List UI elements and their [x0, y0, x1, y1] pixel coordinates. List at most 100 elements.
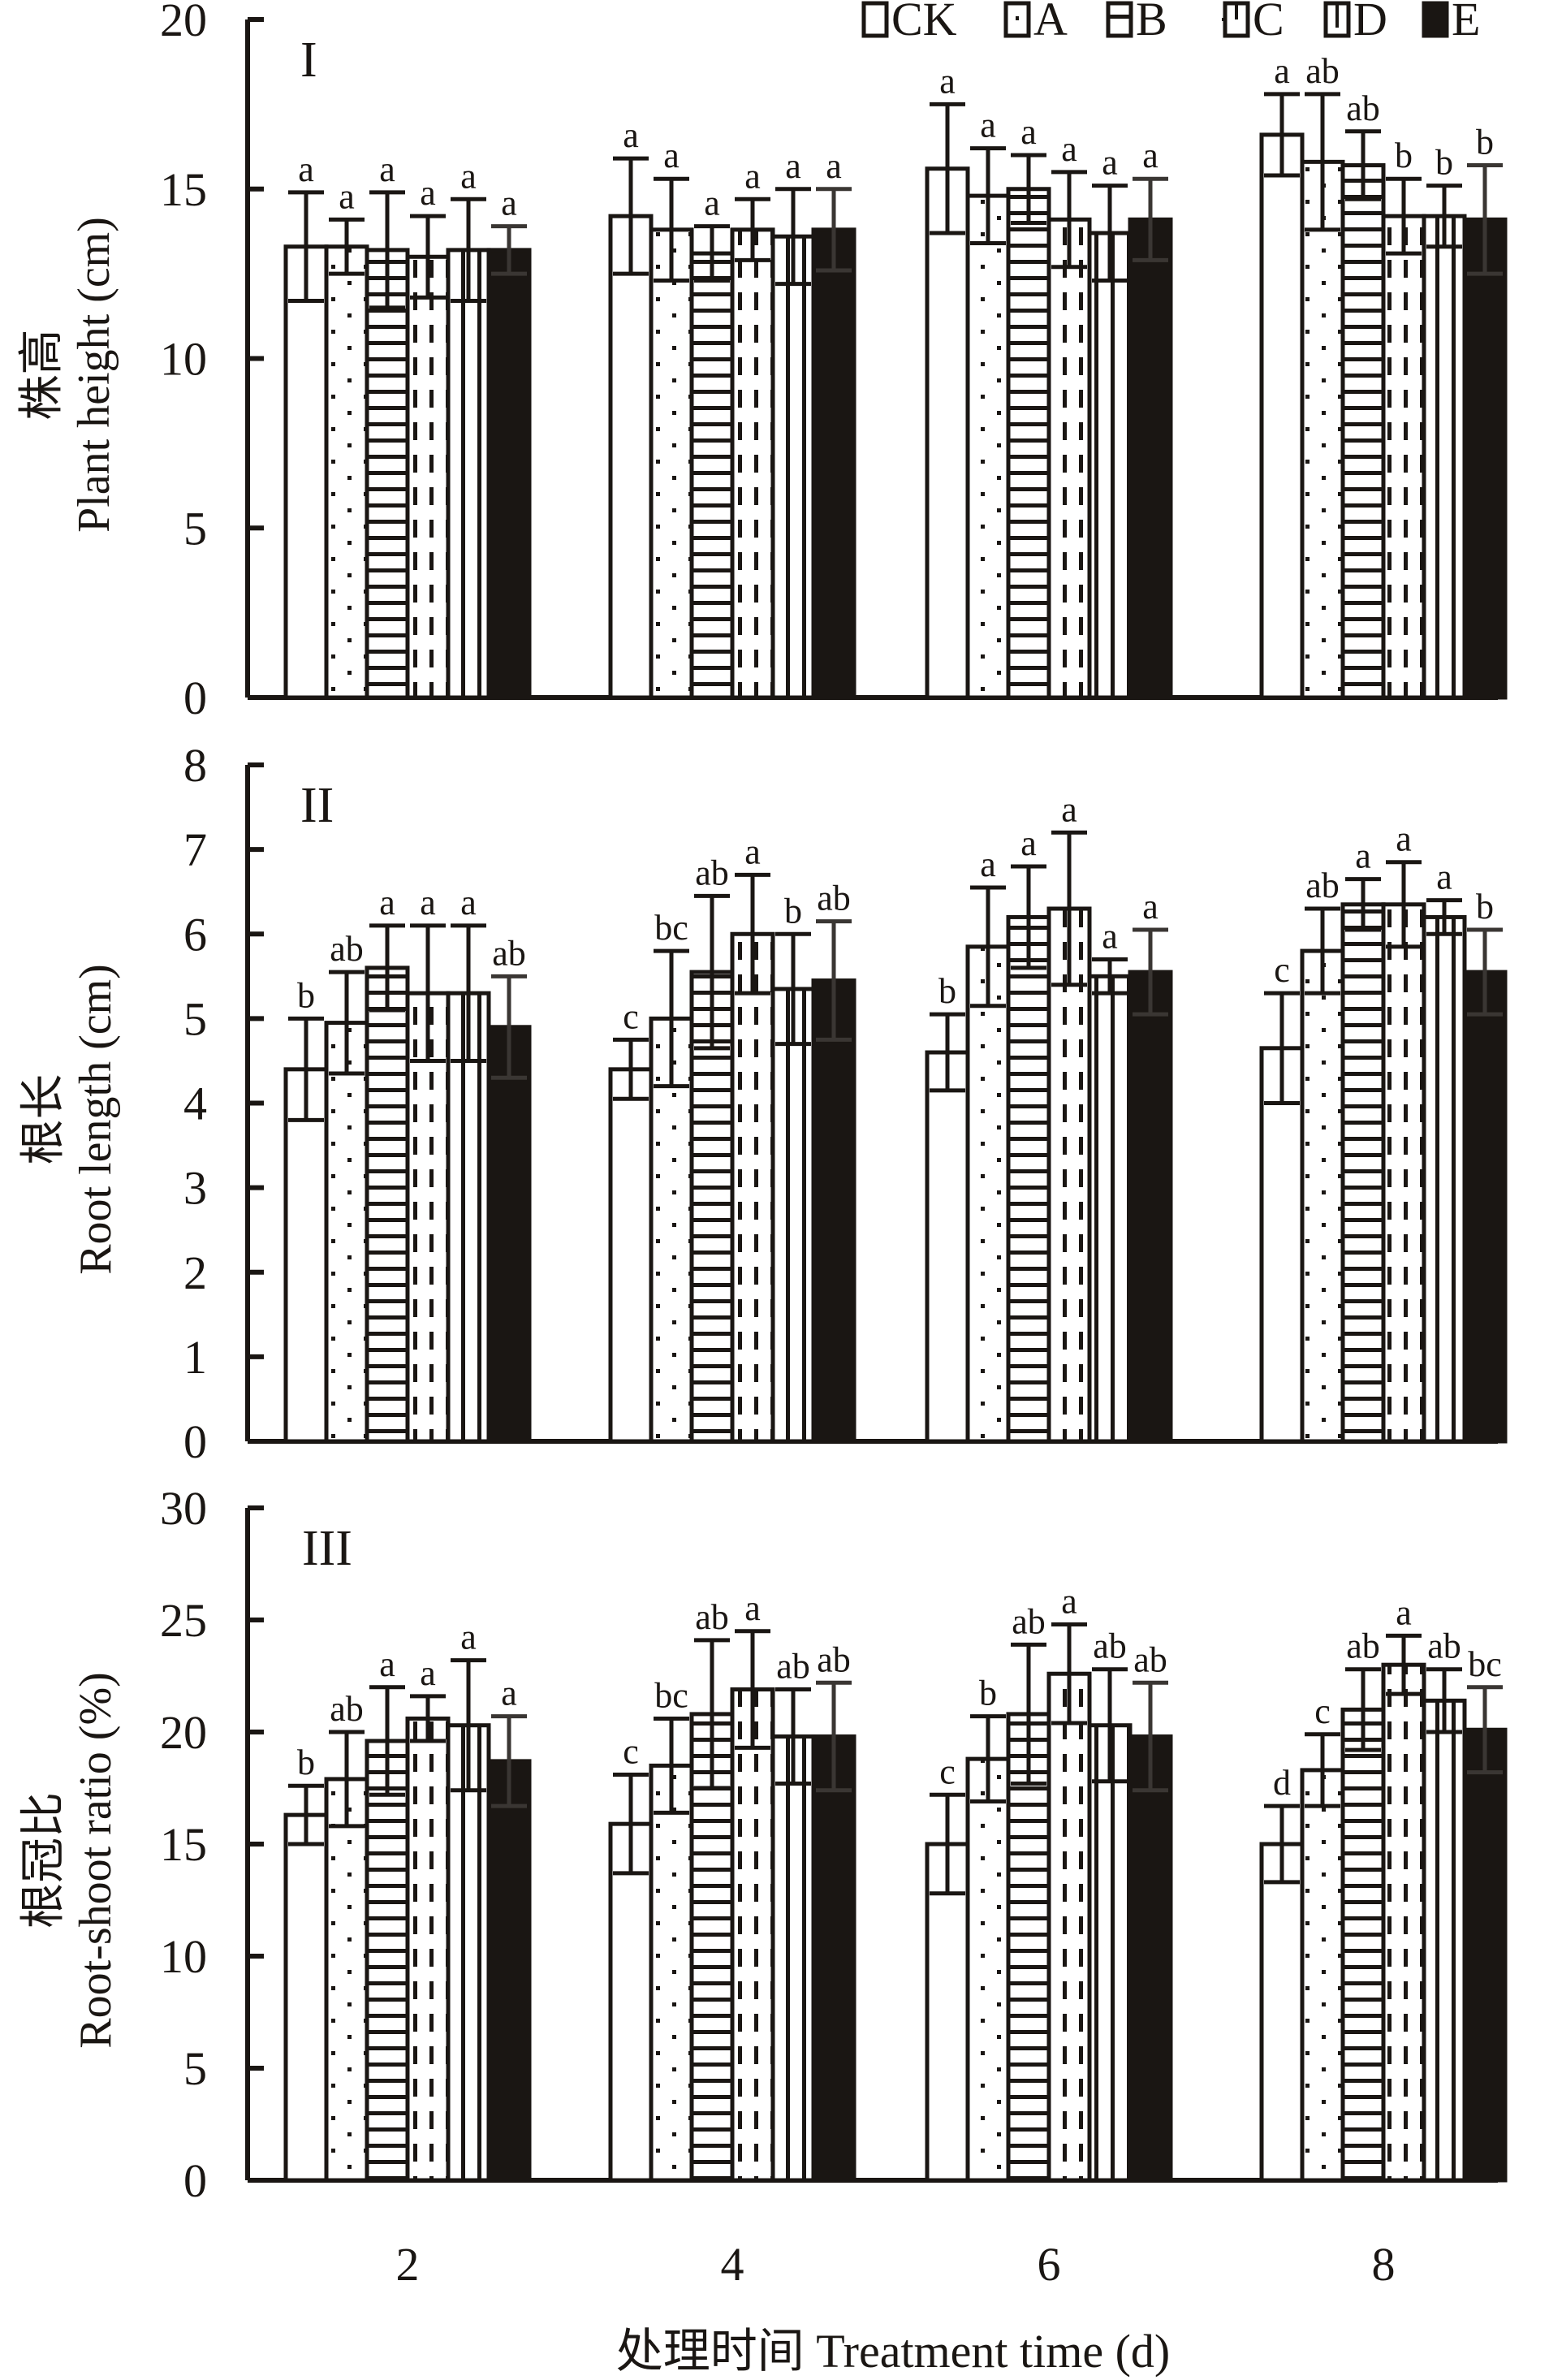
bar-A-6: [965, 193, 1011, 700]
significance-letter: ab: [1427, 1626, 1461, 1666]
significance-letter: a: [1061, 1582, 1077, 1622]
bar-A-2: [324, 1021, 369, 1444]
y-axis-label-en: Root-shoot ratio (%): [71, 1672, 121, 2048]
bar-E-4: [811, 227, 856, 700]
significance-letter: a: [420, 1653, 436, 1693]
significance-letter: a: [704, 184, 720, 223]
bar-B-6: [1006, 187, 1051, 700]
y-axis-label: 株高 Plant height (cm): [17, 217, 119, 533]
significance-letter: a: [420, 173, 436, 213]
error-bar-A-8: [1305, 1732, 1340, 1808]
error-bar-E-2: [491, 1714, 527, 1808]
error-bar-B-4: [694, 1638, 730, 1790]
significance-letter: ab: [330, 929, 364, 969]
error-bar-D-8: [1426, 1667, 1462, 1734]
y-tick-label: 0: [183, 1415, 207, 1468]
error-bar-A-6: [970, 1714, 1006, 1804]
significance-letter: a: [663, 136, 680, 175]
legend-label: CK: [891, 0, 957, 45]
error-bar-B-4: [694, 893, 730, 1051]
significance-letter: a: [1102, 916, 1118, 956]
significance-letter: a: [1142, 136, 1159, 175]
significance-letter: a: [785, 146, 801, 186]
significance-letter: ab: [1346, 1626, 1380, 1666]
y-tick-label: 20: [160, 1706, 207, 1759]
error-bar-D-4: [775, 931, 811, 1047]
legend-item-B: B: [1106, 0, 1167, 45]
significance-letter: a: [1436, 857, 1452, 897]
significance-letter: ab: [330, 1689, 364, 1729]
significance-letter: ab: [776, 1647, 810, 1687]
error-bar-E-6: [1133, 927, 1168, 1017]
legend-item-E: E: [1422, 0, 1480, 45]
error-bar-C-2: [410, 923, 446, 1063]
error-bar-E-4: [816, 187, 852, 273]
significance-letter: ab: [492, 933, 526, 973]
significance-letter: bc: [654, 1675, 688, 1715]
bar-CK-4: [608, 1067, 654, 1444]
y-tick-label: 5: [183, 2042, 207, 2095]
bar-D-2: [446, 991, 491, 1444]
x-axis-label: 处理时间 Treatment time (d): [616, 2325, 1171, 2378]
legend-item-C: C: [1222, 0, 1284, 45]
bar-D-6: [1087, 1723, 1133, 2183]
significance-letter: b: [938, 971, 956, 1011]
bar-E-2: [486, 1025, 532, 1444]
significance-letter: b: [297, 975, 315, 1015]
x-tick-label: 4: [721, 2238, 744, 2291]
panel-label: II: [300, 778, 334, 833]
bar-D-4: [770, 1734, 816, 2183]
significance-letter: c: [1314, 1691, 1331, 1731]
error-bar-B-8: [1345, 129, 1381, 201]
bar-B-8: [1340, 902, 1386, 1444]
y-tick-label: 10: [160, 333, 207, 386]
error-bar-C-8: [1386, 176, 1422, 256]
significance-letter: a: [744, 1588, 761, 1628]
significance-letter: a: [379, 1644, 395, 1684]
significance-letter: b: [297, 1743, 315, 1782]
error-bar-D-2: [451, 923, 486, 1063]
bar-CK-4: [608, 214, 654, 700]
bar-A-4: [649, 227, 694, 700]
significance-letter: a: [298, 149, 314, 189]
x-tick-label: 6: [1038, 2238, 1061, 2291]
error-bar-E-4: [816, 919, 852, 1042]
error-bar-B-6: [1011, 153, 1046, 225]
bar-C-4: [730, 227, 775, 700]
error-bar-B-8: [1345, 877, 1381, 932]
significance-letter: a: [339, 176, 355, 216]
significance-letter: b: [784, 891, 802, 931]
x-tick-label: 2: [396, 2238, 420, 2291]
bar-B-2: [365, 1739, 410, 2183]
error-bar-CK-8: [1264, 1803, 1300, 1885]
y-tick-label: 5: [183, 992, 207, 1045]
significance-letter: c: [1274, 950, 1290, 990]
y-tick-label: 5: [183, 502, 207, 555]
bar-C-4: [730, 931, 775, 1444]
significance-letter: a: [379, 149, 395, 189]
significance-letter: a: [379, 883, 395, 922]
significance-letter: b: [979, 1674, 997, 1713]
y-tick-label: 0: [183, 672, 207, 724]
y-axis-label-en: Root length (cm): [71, 964, 121, 1275]
y-tick-label: 0: [183, 2154, 207, 2207]
error-bar-B-2: [369, 1685, 405, 1797]
bar-CK-8: [1259, 132, 1305, 700]
significance-letter: a: [1061, 129, 1077, 169]
error-bar-A-8: [1305, 92, 1340, 232]
error-bar-B-8: [1345, 1667, 1381, 1752]
error-bar-E-6: [1133, 1680, 1168, 1793]
y-axis-label-cn: 根冠比: [19, 1792, 69, 1929]
significance-letter: a: [460, 883, 477, 922]
significance-letter: a: [1274, 51, 1290, 91]
bar-A-2: [324, 1777, 369, 2183]
significance-letter: a: [460, 1618, 477, 1657]
error-bar-D-6: [1092, 184, 1128, 283]
bar-D-8: [1422, 214, 1467, 700]
